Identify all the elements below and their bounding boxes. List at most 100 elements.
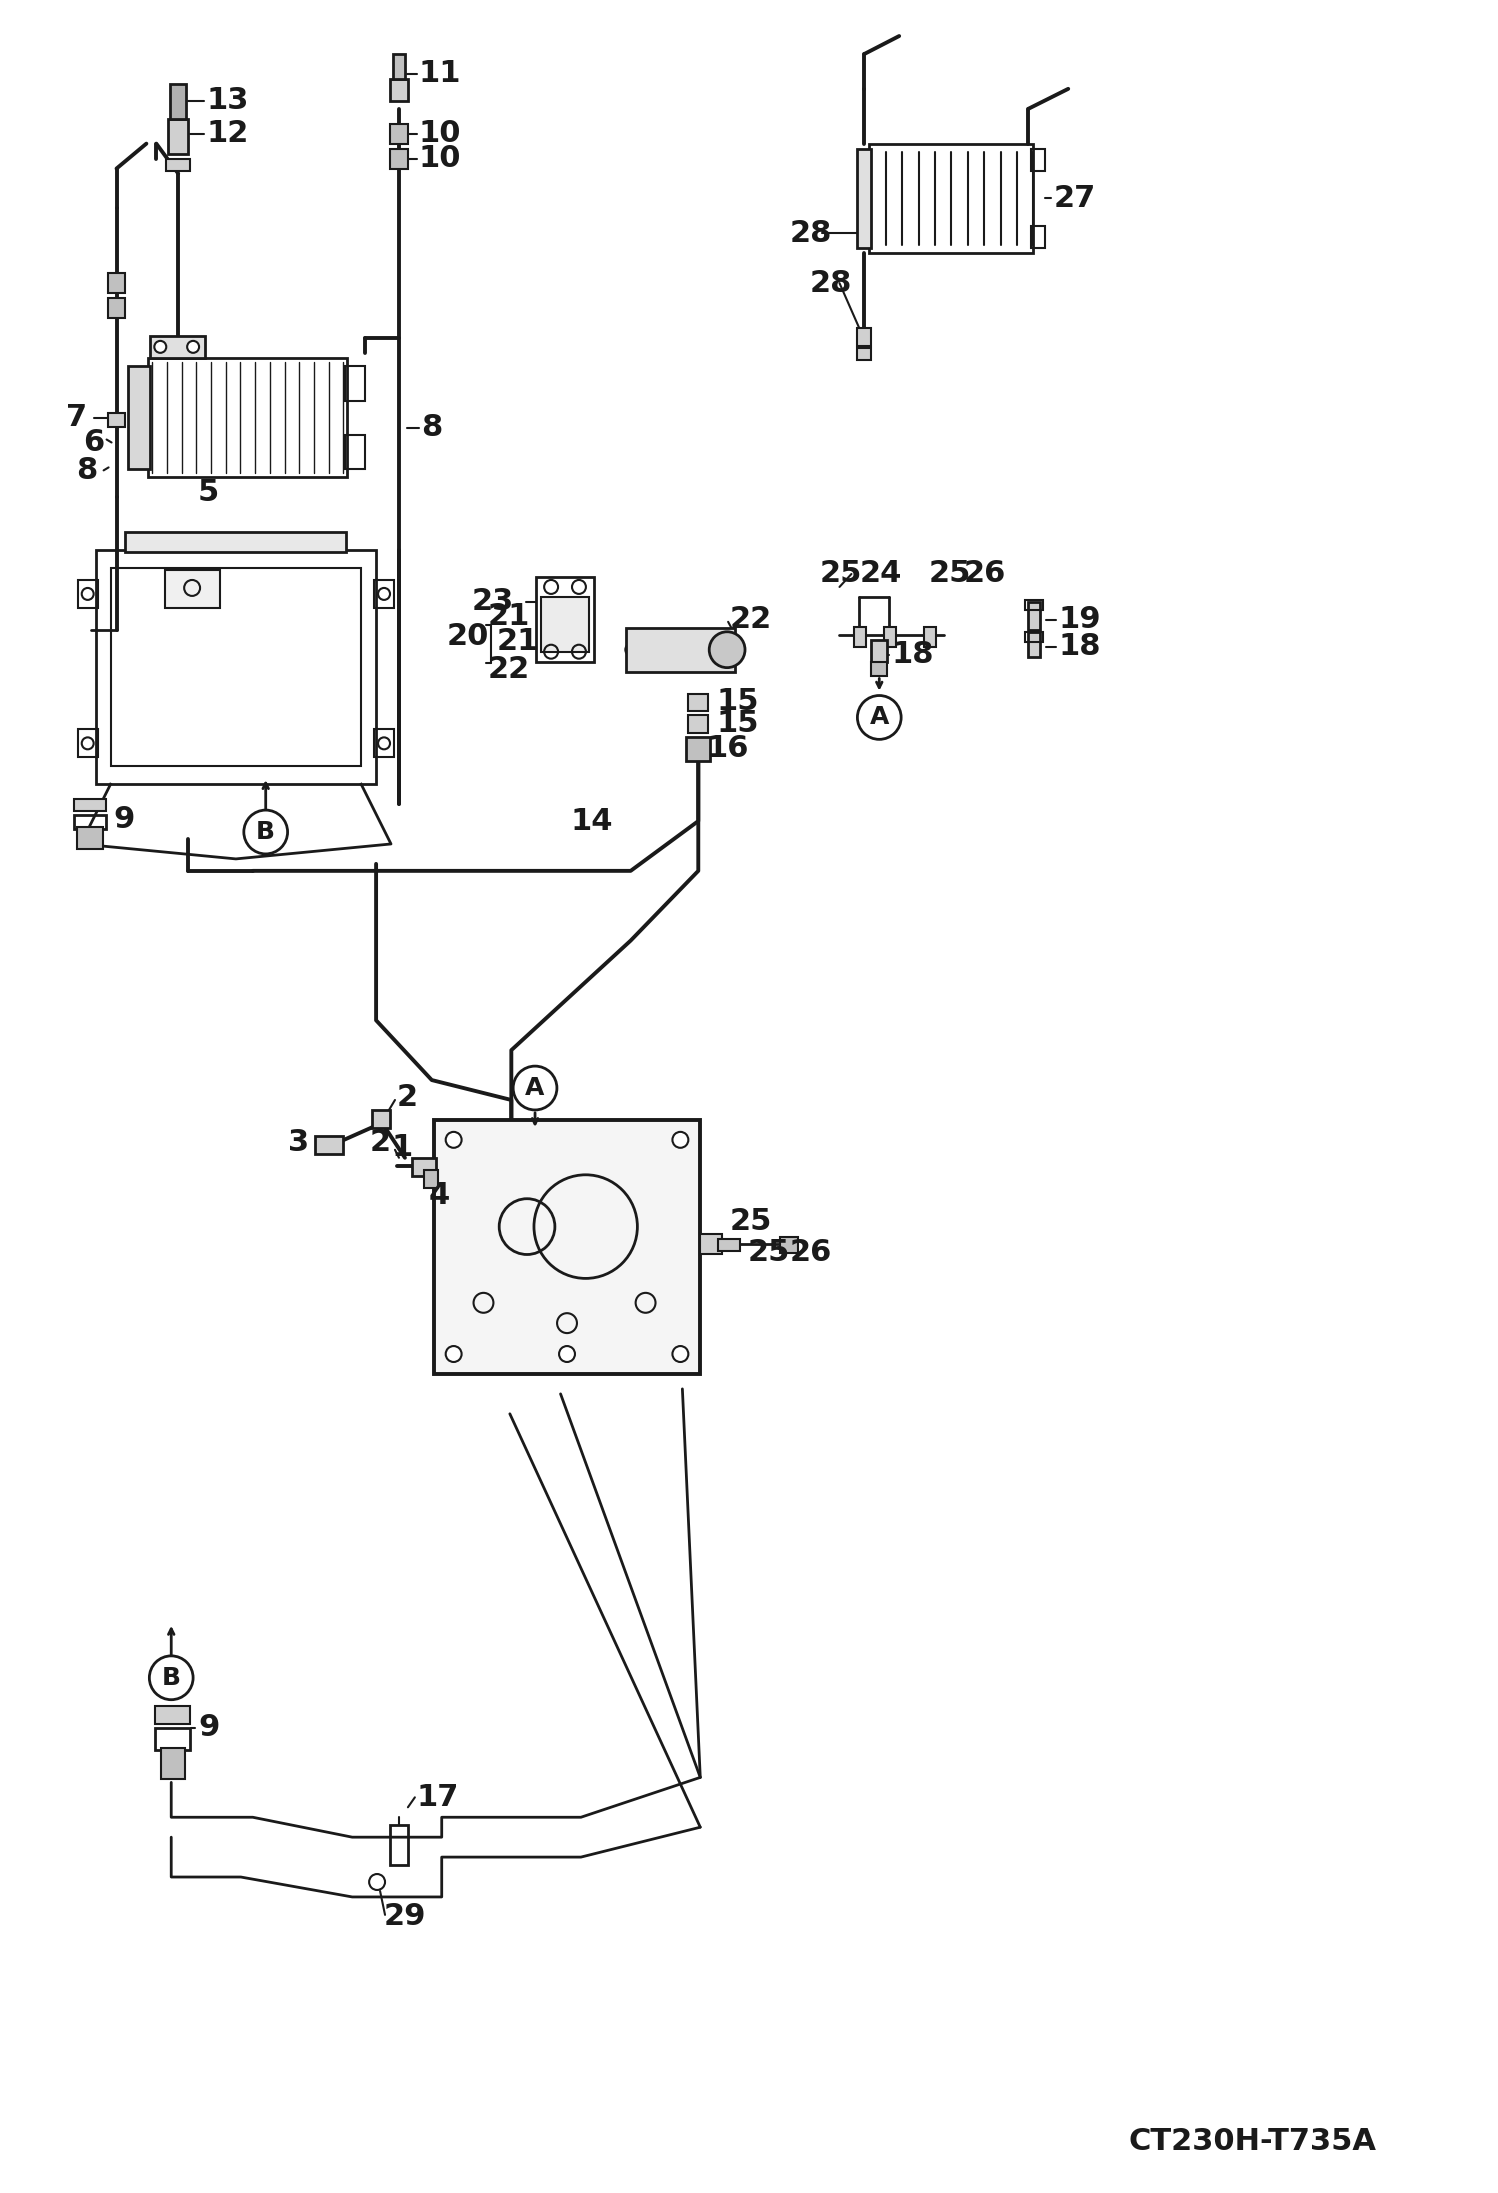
Bar [389,79,407,101]
Bar [1029,601,1041,629]
Text: 13: 13 [207,86,249,116]
Text: 18: 18 [891,640,933,669]
Circle shape [709,632,745,667]
Bar [162,1748,186,1779]
Bar [108,412,126,428]
Text: 6: 6 [82,428,103,456]
Bar [78,579,97,607]
Text: 20: 20 [446,623,488,651]
Text: 9: 9 [198,1713,219,1741]
Text: CT230H-T735A: CT230H-T735A [1128,2127,1377,2156]
Text: 15: 15 [716,686,758,715]
Text: 11: 11 [419,59,461,88]
Bar [171,83,186,118]
Bar [1032,226,1046,248]
Circle shape [857,695,902,739]
Text: 3: 3 [288,1129,309,1158]
Bar [412,1158,436,1175]
Circle shape [673,1132,689,1147]
Circle shape [559,1347,575,1362]
Circle shape [154,340,166,353]
Bar [884,627,896,647]
Text: 25: 25 [819,559,861,588]
Bar [1026,601,1043,610]
Text: 24: 24 [860,559,902,588]
Bar [389,149,407,169]
Bar [536,577,593,662]
Bar [1029,632,1041,656]
Bar [389,1825,407,1864]
Text: 10: 10 [419,145,461,173]
Text: 4: 4 [428,1182,449,1211]
Bar [872,640,887,662]
Bar [96,550,376,785]
Text: 18: 18 [1058,632,1101,662]
Text: 14: 14 [571,807,614,836]
Text: B: B [256,820,276,844]
Text: B: B [162,1667,181,1691]
Bar [780,1237,798,1252]
Text: 23: 23 [472,588,514,616]
Bar [872,662,887,675]
Bar [374,579,394,607]
Bar [1032,149,1046,171]
Text: 22: 22 [730,605,773,634]
Bar [108,298,126,318]
Bar [626,627,736,671]
Bar [156,1728,190,1750]
Text: 8: 8 [421,412,442,443]
Bar [345,366,366,401]
Text: 25: 25 [929,559,971,588]
Bar [126,533,346,553]
Text: 1: 1 [392,1134,413,1162]
Text: 27: 27 [1053,184,1095,213]
Bar [374,730,394,757]
Bar [857,329,872,346]
Bar [111,568,361,765]
Bar [434,1121,700,1375]
Text: 17: 17 [416,1783,460,1811]
Text: 26: 26 [789,1237,833,1268]
Bar [718,1239,740,1252]
Bar [689,693,709,711]
Bar [389,123,407,143]
Circle shape [514,1066,557,1110]
Text: 10: 10 [419,118,461,149]
Text: 29: 29 [383,1901,427,1932]
Circle shape [187,340,199,353]
Bar [345,434,366,469]
Bar [316,1136,343,1154]
Bar [73,798,105,811]
Bar [1026,632,1043,643]
Bar [689,715,709,732]
Text: 25: 25 [748,1237,791,1268]
Bar [392,55,404,79]
Text: 26: 26 [963,559,1007,588]
Bar [854,627,866,647]
Text: 12: 12 [207,118,249,149]
Bar [156,1706,190,1724]
Text: 22: 22 [487,656,530,684]
Bar [129,366,150,469]
Bar [700,1235,722,1254]
Bar [150,336,205,357]
Bar [857,349,872,360]
Text: 15: 15 [716,708,758,737]
Circle shape [244,809,288,853]
Bar [686,737,710,761]
Text: 7: 7 [66,404,87,432]
Text: 9: 9 [114,805,135,833]
Text: 21: 21 [496,627,539,656]
Bar [78,730,97,757]
Bar [148,357,348,478]
Text: A: A [526,1077,545,1101]
Text: 2: 2 [397,1083,418,1112]
Bar [372,1110,389,1127]
Bar [857,149,872,248]
Bar [73,816,105,829]
Bar [168,118,189,154]
Circle shape [446,1132,461,1147]
Text: 25: 25 [730,1206,773,1237]
Bar [924,627,936,647]
Circle shape [673,1347,689,1362]
